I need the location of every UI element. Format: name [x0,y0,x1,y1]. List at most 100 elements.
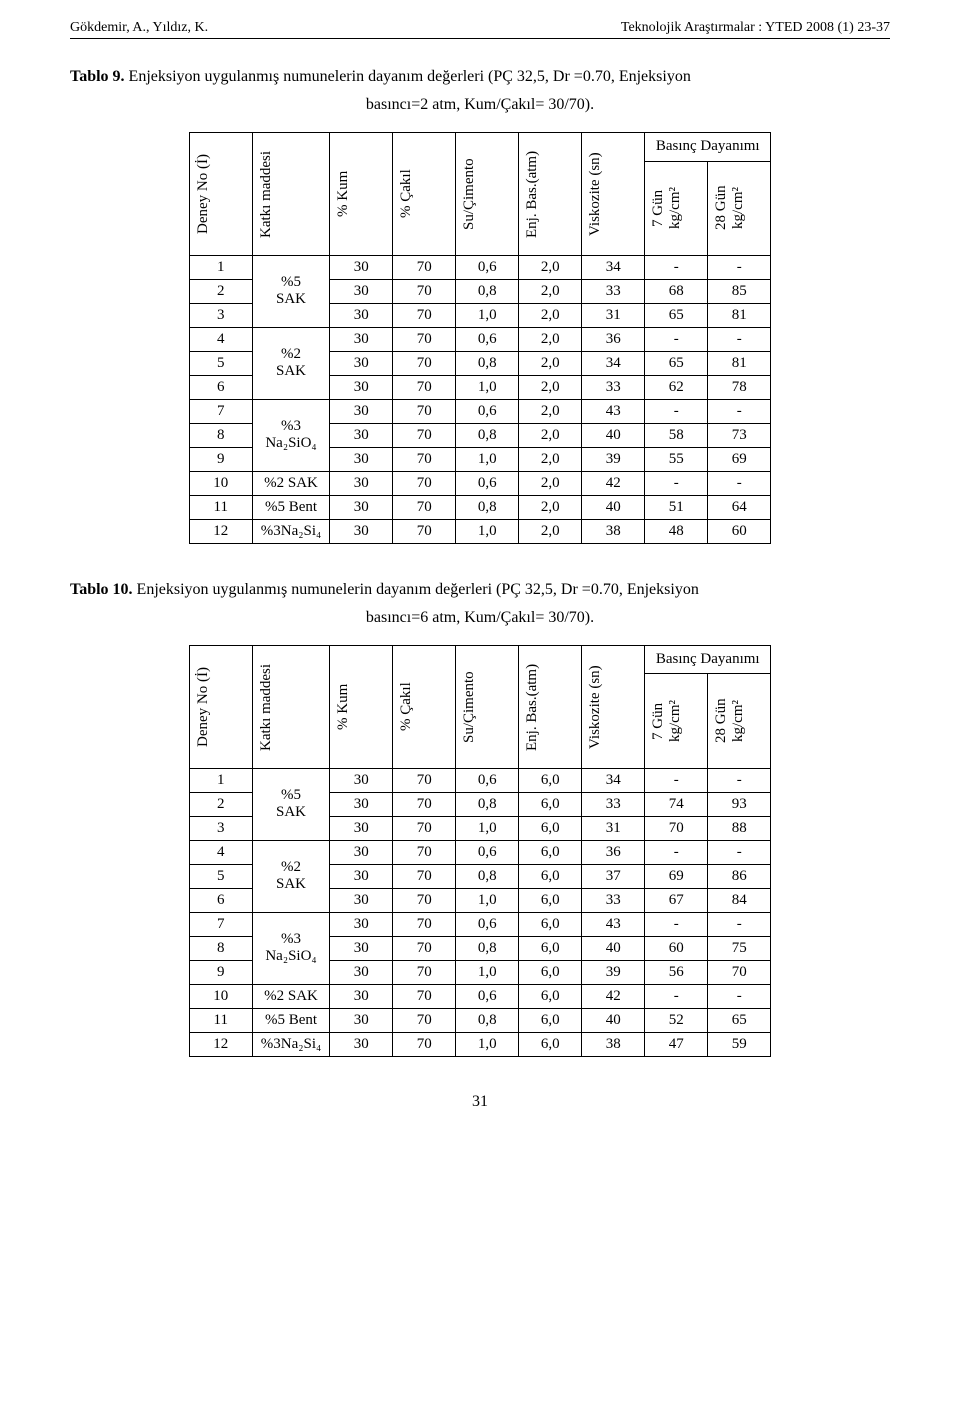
cell: 0,8 [456,423,519,447]
cell: 70 [393,888,456,912]
cell: 1,0 [456,303,519,327]
cell: 70 [393,864,456,888]
cell: 4 [189,840,252,864]
cell: 7 [189,399,252,423]
cell: 39 [582,960,645,984]
cell: 2,0 [519,303,582,327]
table10-caption-rest: Enjeksiyon uygulanmış numunelerin dayanı… [133,581,699,598]
cell: 31 [582,816,645,840]
table-row: 1%5SAK30700,66,034-- [189,768,770,792]
column-header: Viskozite (sn) [583,647,619,767]
table-row: 11%5 Bent30700,86,0405265 [189,1008,770,1032]
cell: - [708,327,771,351]
cell: 30 [330,471,393,495]
table-row: 12%3Na₂Si₄30701,02,0384860 [189,519,770,543]
cell: 70 [393,912,456,936]
cell: 0,6 [456,840,519,864]
cell: 40 [582,1008,645,1032]
cell: 70 [393,471,456,495]
cell: 30 [330,447,393,471]
column-header: % Kum [331,647,367,767]
running-header: Gökdemir, A., Yıldız, K. Teknolojik Araş… [70,20,890,39]
cell: 0,6 [456,255,519,279]
cell: 59 [708,1032,771,1056]
cell: 70 [393,279,456,303]
column-header: Katkı maddesi [254,134,290,254]
cell: 84 [708,888,771,912]
cell: 52 [645,1008,708,1032]
column-header: 28 Gün kg/cm² [709,167,751,249]
cell: 30 [330,1032,393,1056]
cell: 1 [189,768,252,792]
cell: 3 [189,303,252,327]
cell: 70 [393,936,456,960]
cell: 81 [708,351,771,375]
cell: 11 [189,495,252,519]
cell: 1,0 [456,960,519,984]
cell: 30 [330,1008,393,1032]
cell: 30 [330,351,393,375]
header-left: Gökdemir, A., Yıldız, K. [70,20,208,36]
cell: 33 [582,792,645,816]
cell: 34 [582,255,645,279]
katki-cell: %5 Bent [252,495,329,519]
cell: 30 [330,375,393,399]
cell: 5 [189,351,252,375]
cell: 70 [393,816,456,840]
column-header: Deney No (İ) [191,647,227,767]
table-row: 4%2SAK30700,62,036-- [189,327,770,351]
cell: 6,0 [519,840,582,864]
table9-caption-rest: Enjeksiyon uygulanmış numunelerin dayanı… [125,68,691,85]
cell: 0,8 [456,1008,519,1032]
cell: - [645,840,708,864]
column-header-basinc: Basınç Dayanımı [645,645,771,674]
cell: 0,6 [456,399,519,423]
column-header: % Çakıl [394,134,430,254]
cell: 8 [189,423,252,447]
table10-caption: Tablo 10. Enjeksiyon uygulanmış numunele… [70,580,890,601]
cell: 0,6 [456,984,519,1008]
table-row: 11%5 Bent30700,82,0405164 [189,495,770,519]
cell: 30 [330,792,393,816]
header-right: Teknolojik Araştırmalar : YTED 2008 (1) … [621,20,890,36]
cell: 0,6 [456,471,519,495]
cell: 2,0 [519,447,582,471]
cell: - [645,471,708,495]
cell: 65 [645,303,708,327]
column-header: 28 Gün kg/cm² [709,680,751,762]
column-header: Enj. Bas.(atm) [520,134,556,254]
cell: 39 [582,447,645,471]
column-header: 7 Gün kg/cm² [646,167,688,249]
cell: 30 [330,279,393,303]
cell: 70 [393,768,456,792]
cell: 70 [708,960,771,984]
katki-cell: %2SAK [252,327,329,399]
cell: 65 [645,351,708,375]
cell: 12 [189,1032,252,1056]
cell: - [645,399,708,423]
cell: 43 [582,912,645,936]
cell: - [708,840,771,864]
table9-caption-bold: Tablo 9. [70,68,125,85]
cell: 51 [645,495,708,519]
cell: 88 [708,816,771,840]
cell: 6,0 [519,792,582,816]
cell: - [645,984,708,1008]
cell: 6 [189,888,252,912]
cell: 69 [708,447,771,471]
cell: 10 [189,471,252,495]
cell: 0,8 [456,495,519,519]
katki-cell: %5SAK [252,768,329,840]
cell: 8 [189,936,252,960]
cell: 2,0 [519,471,582,495]
cell: 70 [393,495,456,519]
cell: 70 [393,255,456,279]
cell: 6,0 [519,960,582,984]
katki-cell: %2 SAK [252,984,329,1008]
cell: 0,6 [456,912,519,936]
cell: 70 [393,399,456,423]
cell: 9 [189,447,252,471]
cell: 30 [330,912,393,936]
cell: 0,8 [456,792,519,816]
cell: - [708,768,771,792]
